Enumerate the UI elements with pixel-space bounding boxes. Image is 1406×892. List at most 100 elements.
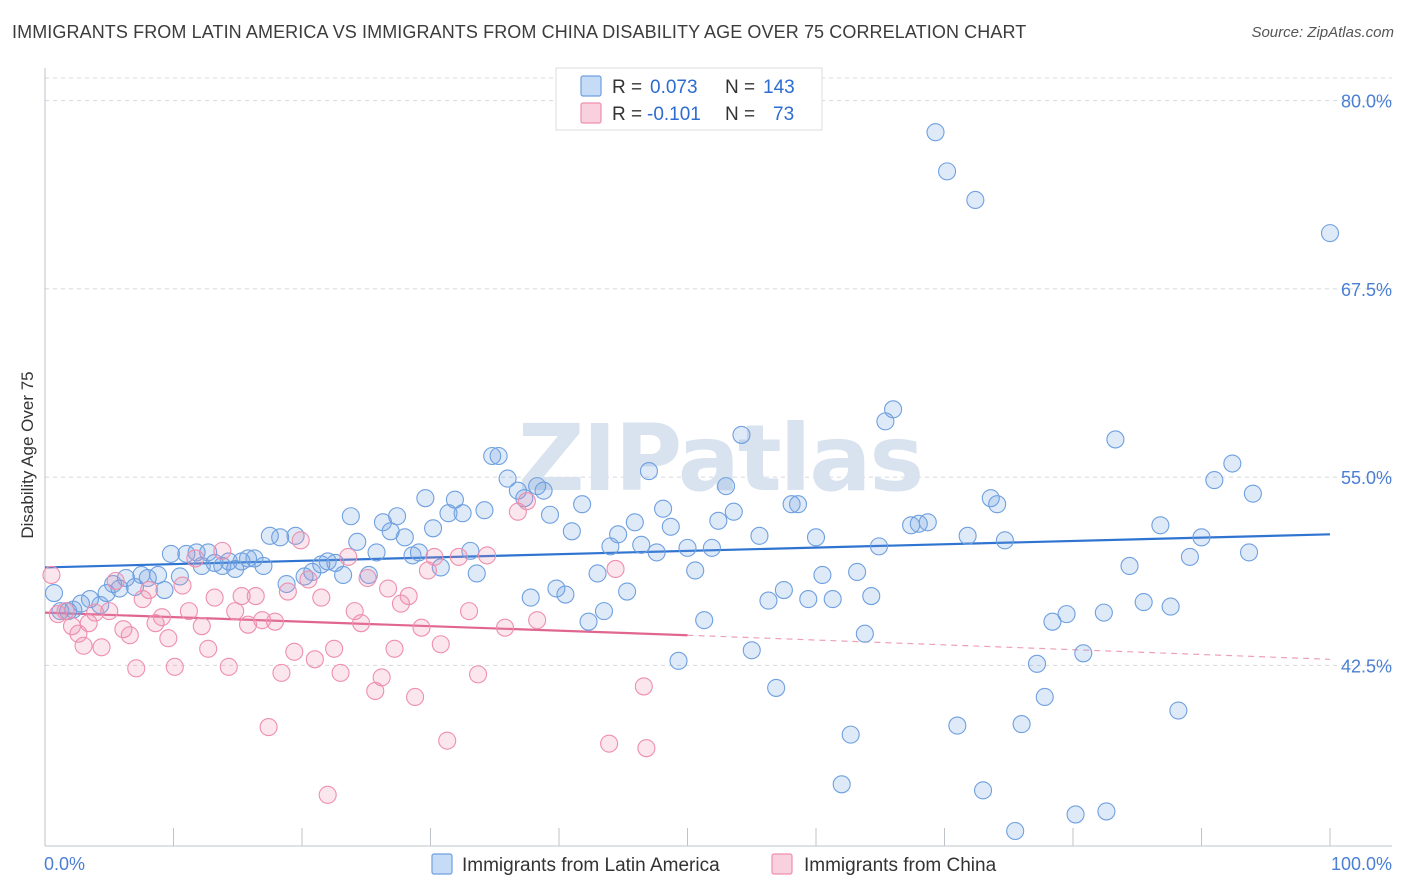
chart-source: Source: ZipAtlas.com — [1251, 24, 1394, 41]
data-point — [1223, 454, 1242, 473]
data-point — [1097, 802, 1116, 821]
data-point — [521, 588, 540, 607]
data-point — [238, 549, 258, 568]
data-point — [461, 541, 480, 560]
data-point — [459, 602, 479, 621]
data-point — [438, 731, 457, 750]
data-point — [556, 585, 575, 604]
data-point — [988, 495, 1007, 514]
data-point — [618, 582, 637, 601]
data-point — [213, 541, 232, 560]
legend-n-label: N = — [725, 104, 755, 125]
data-point — [165, 657, 184, 676]
data-point — [379, 579, 398, 598]
data-point — [1134, 593, 1153, 612]
gridlines — [45, 77, 1392, 666]
data-points — [42, 123, 1340, 841]
data-point — [453, 504, 472, 523]
data-point — [246, 587, 265, 606]
data-point — [639, 462, 659, 481]
data-point — [265, 612, 285, 631]
data-point — [489, 446, 508, 466]
data-point — [1320, 224, 1340, 243]
legend-swatch-china — [580, 102, 602, 124]
trend-lines — [44, 533, 1331, 660]
y-tick-label: 55.0% — [1341, 468, 1392, 488]
data-point — [161, 544, 180, 563]
data-point — [678, 538, 697, 557]
data-point — [359, 565, 378, 585]
data-point — [127, 659, 146, 678]
data-point — [406, 687, 425, 707]
data-point — [1192, 528, 1211, 547]
data-point — [358, 568, 377, 588]
data-point — [42, 565, 61, 585]
legend-n-label: N = — [725, 77, 755, 98]
data-point — [823, 590, 842, 609]
data-point — [767, 678, 786, 697]
data-point — [1006, 821, 1025, 841]
y-axis-label: Disability Age Over 75 — [18, 371, 37, 538]
data-point — [579, 612, 598, 631]
data-point — [1205, 471, 1224, 490]
data-point — [1094, 603, 1113, 622]
data-point — [1169, 701, 1188, 720]
data-point — [238, 615, 258, 634]
data-point — [173, 576, 192, 595]
y-tick-label: 42.5% — [1341, 656, 1392, 676]
data-point — [654, 499, 673, 518]
data-point — [1066, 805, 1085, 824]
data-point — [806, 528, 826, 547]
bottom-legend-swatch-latin-america — [431, 853, 453, 875]
data-point — [272, 663, 291, 682]
data-point — [325, 639, 344, 658]
data-point — [149, 565, 168, 585]
data-point — [637, 739, 656, 758]
data-point — [278, 582, 297, 601]
data-point — [232, 587, 251, 606]
data-point — [702, 538, 721, 557]
data-point — [199, 639, 218, 658]
data-point — [634, 677, 653, 696]
data-point — [788, 495, 808, 514]
data-point — [669, 651, 688, 670]
data-point — [120, 626, 139, 645]
data-point — [179, 602, 198, 621]
legend-n-value-china: 73 — [773, 104, 794, 125]
data-point — [348, 532, 367, 551]
data-point — [285, 642, 304, 661]
data-point — [399, 587, 418, 606]
data-point — [44, 584, 64, 603]
data-point — [391, 594, 410, 613]
data-point — [948, 716, 967, 735]
data-point — [606, 559, 625, 579]
data-point — [133, 590, 152, 609]
data-point — [973, 781, 993, 800]
data-point — [594, 602, 614, 621]
data-point — [782, 495, 801, 514]
data-point — [339, 547, 358, 566]
data-point — [841, 725, 860, 744]
data-point — [468, 665, 488, 684]
data-point — [305, 650, 324, 669]
data-point — [155, 580, 174, 600]
data-point — [79, 614, 98, 633]
data-point — [367, 543, 386, 562]
data-point — [517, 492, 536, 511]
legend-r-label: R = — [612, 104, 642, 125]
series-china — [42, 492, 656, 804]
data-point — [312, 588, 331, 607]
data-point — [884, 400, 903, 419]
data-point — [152, 608, 171, 627]
data-point — [277, 574, 296, 594]
data-point — [495, 618, 515, 637]
data-point — [477, 546, 497, 565]
x-tick-label: 100.0% — [1331, 854, 1392, 874]
data-point — [140, 580, 159, 600]
data-point — [869, 537, 889, 556]
data-point — [686, 561, 705, 580]
data-point — [958, 526, 977, 545]
data-point — [625, 513, 644, 532]
legend-r-value-china: -0.101 — [647, 104, 701, 125]
